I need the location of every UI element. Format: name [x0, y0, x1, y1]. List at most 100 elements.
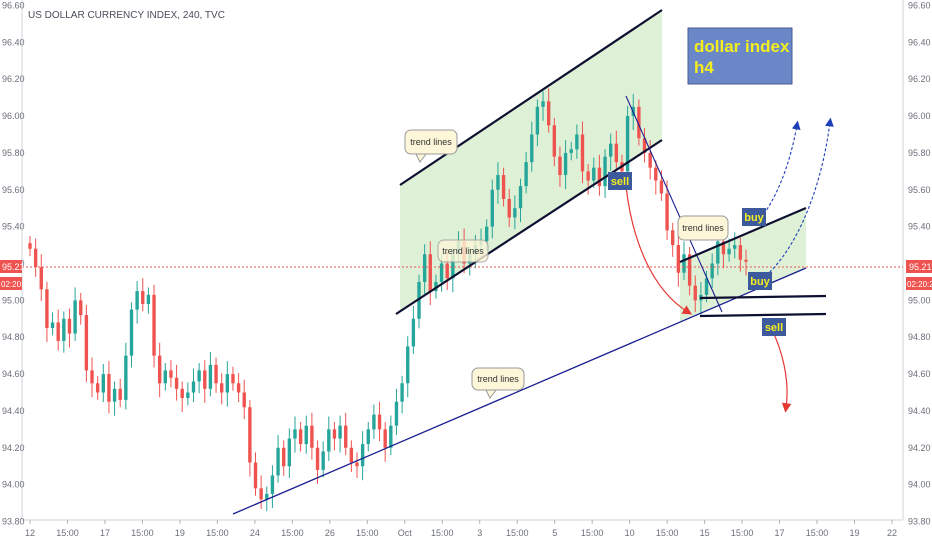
- candle-body: [625, 116, 630, 172]
- candle-body: [338, 425, 342, 439]
- buy-projection-arrow-2: [757, 117, 834, 283]
- candle-body: [518, 186, 523, 209]
- support-line-2: [699, 312, 827, 318]
- x-tick-label: 15:00: [356, 528, 379, 538]
- candle-body: [389, 425, 393, 448]
- wedge-upper-line: [679, 206, 807, 264]
- candle-body: [377, 414, 382, 430]
- callout-text: trend lines: [682, 223, 724, 233]
- candle-body: [727, 248, 731, 255]
- candle-body: [214, 364, 218, 384]
- y-tick-label: 95.80: [908, 148, 931, 158]
- callout-trend-lines-4[interactable]: trend lines: [677, 215, 729, 241]
- candle-body: [265, 493, 269, 500]
- candle-body: [180, 388, 184, 399]
- y-tick-label: 95.40: [2, 222, 25, 232]
- y-tick-label: 96.60: [2, 1, 25, 11]
- candle-body: [191, 381, 196, 393]
- candle-body: [118, 388, 122, 400]
- y-tick-label: 96.20: [2, 74, 25, 84]
- sell-projection-arrow-1: [625, 185, 693, 315]
- candle-body: [208, 364, 213, 389]
- candle-body: [276, 447, 280, 476]
- candle-body: [95, 383, 100, 393]
- callout-trend-lines-1[interactable]: trend lines: [404, 129, 458, 163]
- callout-trend-lines-2[interactable]: trend lines: [437, 239, 489, 263]
- x-tick-label: 26: [325, 528, 335, 538]
- candle-body: [676, 245, 681, 273]
- candle-body: [112, 388, 117, 402]
- candle-body: [293, 429, 297, 439]
- candle-body: [107, 374, 111, 402]
- candle-body: [163, 370, 167, 384]
- x-tick-label: 15:00: [506, 528, 529, 538]
- y-tick-label: 94.60: [2, 369, 25, 379]
- candle-body: [135, 291, 139, 310]
- candle-body: [56, 322, 60, 341]
- candle-body: [394, 401, 399, 426]
- price-tag-countdown: 02:20:2: [907, 280, 932, 289]
- y-tick-label: 96.00: [2, 111, 25, 121]
- candle-body: [124, 355, 128, 400]
- candle-body: [282, 447, 286, 467]
- candle-body: [665, 193, 669, 231]
- candle-body: [372, 414, 376, 430]
- candle-body: [73, 300, 77, 334]
- sell-projection-arrow-2: [771, 329, 792, 413]
- candle-body: [186, 392, 190, 399]
- candle-body: [152, 294, 156, 356]
- candle-body: [28, 243, 32, 249]
- y-tick-label: 96.00: [908, 111, 931, 121]
- candle-body: [231, 374, 235, 384]
- x-tick-label: 15:00: [656, 528, 679, 538]
- candle-body: [219, 383, 224, 393]
- y-tick-label: 94.80: [908, 332, 931, 342]
- y-tick-label: 94.60: [908, 369, 931, 379]
- annotation-line-2: h4: [694, 58, 714, 77]
- y-tick-label: 96.40: [908, 37, 931, 47]
- price-tag-value: 95.21: [2, 262, 25, 272]
- price-tag-countdown: 02:20:2: [1, 280, 28, 289]
- candle-body: [524, 162, 528, 187]
- major-uptrend-line: [232, 267, 807, 515]
- candle-body: [259, 488, 263, 500]
- annotation-box: dollar index h4: [687, 27, 793, 85]
- x-tick-label: 12: [25, 528, 35, 538]
- candle-body: [721, 241, 726, 255]
- candle-body: [434, 281, 438, 292]
- candle-body: [349, 447, 354, 463]
- callout-trend-lines-3[interactable]: trend lines: [471, 367, 525, 399]
- y-tick-label: 96.40: [2, 37, 25, 47]
- x-tick-label: 19: [175, 528, 185, 538]
- candle-body: [321, 451, 325, 470]
- x-tick-label: 24: [250, 528, 260, 538]
- x-tick-label: 15:00: [806, 528, 829, 538]
- candle-body: [546, 101, 551, 126]
- candle-body: [39, 267, 43, 290]
- x-tick-label: 17: [100, 528, 110, 538]
- x-tick-label: 15: [700, 528, 710, 538]
- callout-text: trend lines: [477, 374, 519, 384]
- y-tick-label: 95.80: [2, 148, 25, 158]
- candle-body: [79, 300, 83, 316]
- x-tick-label: 19: [850, 528, 860, 538]
- signal-label: buy: [750, 276, 770, 288]
- candle-body: [67, 318, 72, 334]
- candle-body: [592, 167, 596, 181]
- y-tick-label: 96.60: [908, 1, 931, 11]
- candle-body: [451, 254, 455, 279]
- candle-body: [50, 322, 55, 328]
- candle-body: [484, 226, 489, 242]
- candle-body: [614, 143, 619, 163]
- candle-body: [366, 429, 370, 445]
- candle-body: [315, 447, 320, 470]
- y-tick-label: 94.00: [2, 480, 25, 490]
- candle-body: [439, 263, 444, 282]
- candle-body: [501, 175, 506, 199]
- candle-body: [129, 309, 134, 356]
- candle-body: [101, 374, 105, 393]
- x-tick-label: 15:00: [431, 528, 454, 538]
- candle-body: [744, 259, 748, 262]
- price-tag-value: 95.21: [909, 262, 932, 272]
